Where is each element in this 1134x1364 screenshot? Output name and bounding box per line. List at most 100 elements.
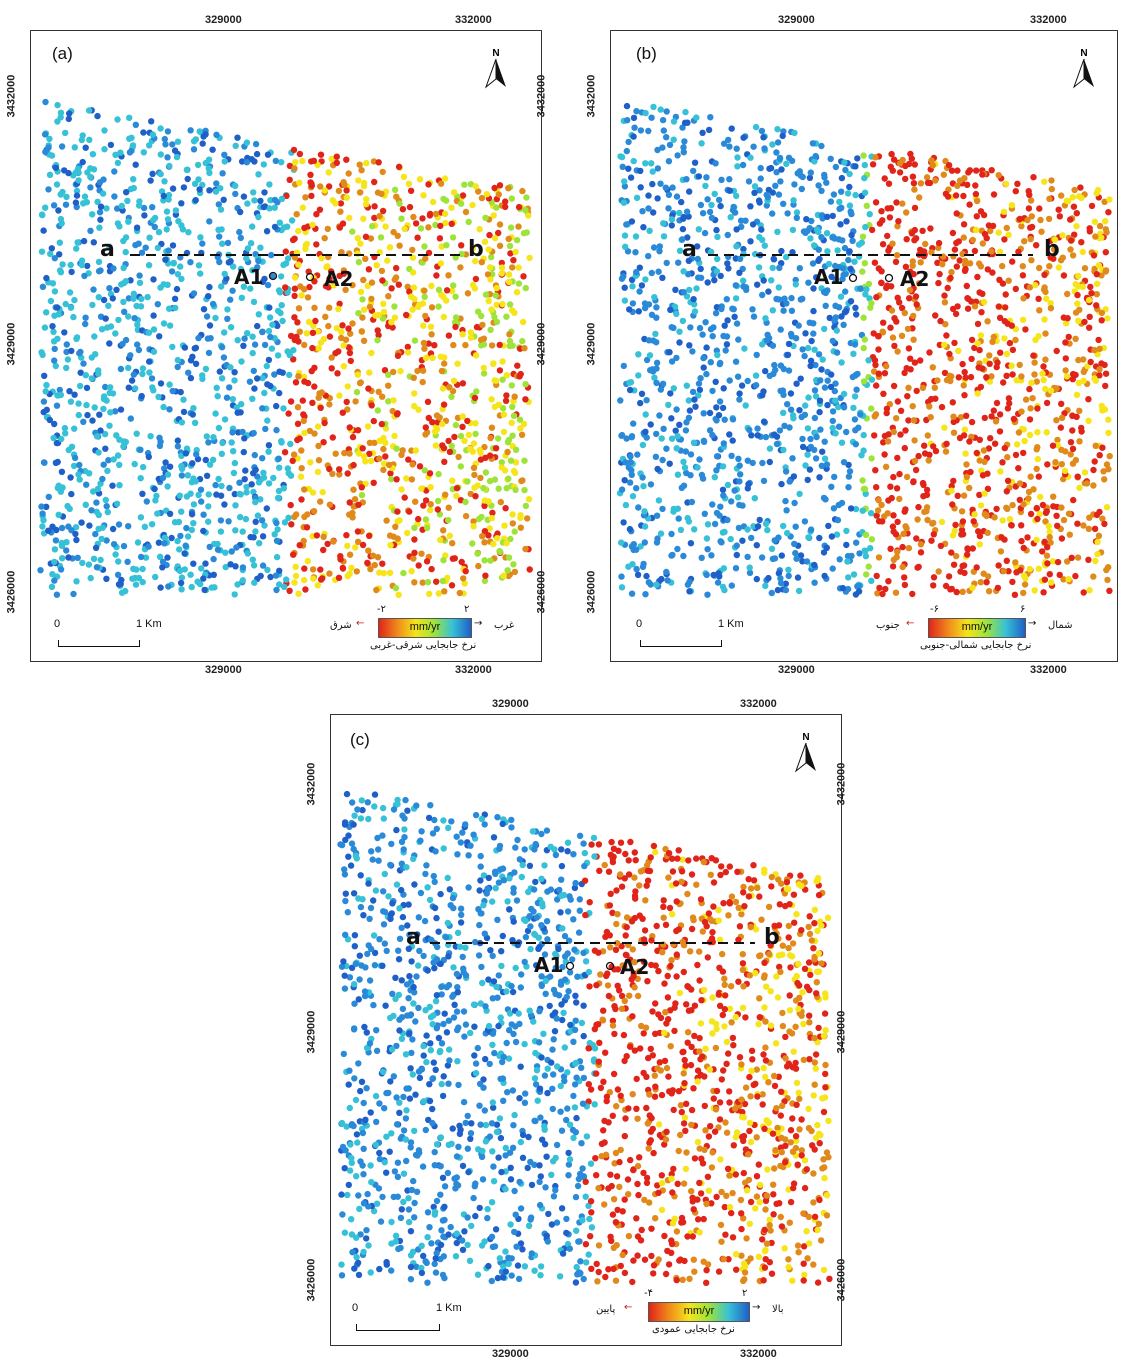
scatter-point — [653, 314, 660, 321]
scatter-point — [524, 515, 531, 522]
scatter-point — [913, 535, 920, 542]
scatter-point — [210, 434, 217, 441]
scatter-point — [488, 424, 496, 431]
scatter-point — [740, 245, 747, 253]
scatter-point — [718, 176, 725, 183]
scatter-point — [990, 407, 997, 414]
scatter-point — [1008, 362, 1015, 369]
scatter-point — [750, 313, 758, 320]
scatter-point — [981, 490, 988, 497]
scatter-point — [348, 564, 355, 572]
scatter-point — [666, 349, 673, 356]
scatter-point — [923, 504, 931, 511]
scatter-point — [71, 454, 79, 462]
scatter-point — [785, 367, 793, 374]
scatter-point — [136, 279, 144, 286]
scatter-point — [654, 195, 661, 202]
scatter-point — [984, 318, 991, 325]
scatter-point — [94, 198, 101, 205]
scatter-point — [480, 335, 488, 342]
scatter-point — [365, 266, 373, 273]
scatter-point — [862, 291, 869, 298]
scatter-point — [346, 214, 353, 222]
scatter-point — [633, 1215, 640, 1222]
point-cloud-c — [337, 790, 833, 1286]
scatter-point — [240, 448, 247, 456]
scatter-point — [722, 347, 729, 354]
scatter-point — [974, 390, 981, 397]
scatter-point — [358, 328, 365, 335]
scatter-point — [905, 544, 913, 552]
scatter-point — [673, 193, 681, 200]
scatter-point — [390, 397, 397, 404]
scatter-point — [981, 230, 989, 238]
scatter-point — [762, 433, 770, 441]
scatter-point — [885, 247, 892, 254]
scatter-point — [526, 254, 533, 262]
scatter-point — [518, 431, 526, 438]
scatter-point — [381, 940, 388, 947]
scatter-point — [712, 378, 719, 385]
scatter-point — [332, 450, 339, 457]
scatter-point — [517, 1205, 525, 1212]
scatter-point — [879, 217, 886, 224]
scatter-point — [502, 505, 509, 512]
scatter-point — [82, 314, 89, 321]
scatter-point — [50, 328, 57, 335]
scatter-point — [134, 539, 142, 546]
scatter-point — [781, 422, 788, 429]
scatter-point — [357, 240, 364, 247]
scatter-point — [1093, 511, 1101, 519]
scatter-point — [997, 548, 1005, 555]
scatter-point — [512, 844, 519, 851]
scatter-point — [478, 513, 485, 521]
scatter-point — [184, 175, 191, 183]
scatter-point — [109, 482, 116, 489]
scatter-point — [832, 397, 839, 404]
scatter-point — [624, 1176, 632, 1183]
legend-left-arrow-icon: ← — [356, 618, 365, 629]
scatter-point — [159, 474, 167, 482]
scatter-point — [833, 327, 840, 334]
scatter-point — [376, 249, 383, 256]
scatter-point — [1046, 263, 1053, 270]
scatter-point — [292, 563, 299, 570]
scatter-point — [440, 845, 447, 852]
scatter-point — [358, 167, 365, 174]
scatter-point — [676, 421, 683, 428]
scatter-point — [709, 501, 716, 508]
scatter-point — [425, 340, 432, 347]
scatter-point — [697, 201, 705, 209]
scatter-point — [677, 1131, 684, 1139]
scatter-point — [347, 357, 354, 365]
scatter-point — [476, 226, 483, 233]
scatter-point — [364, 423, 372, 430]
scatter-point — [902, 175, 909, 183]
scatter-point — [482, 291, 490, 298]
scatter-point — [483, 191, 491, 198]
scatter-point — [961, 368, 968, 376]
scatter-point — [400, 846, 407, 853]
scatter-point — [494, 535, 501, 542]
scatter-point — [499, 405, 507, 412]
scatter-point — [621, 477, 628, 484]
scatter-point — [229, 429, 236, 436]
scatter-point — [422, 255, 429, 262]
scatter-point — [643, 356, 651, 364]
scatter-point — [195, 334, 202, 342]
point-marker-a1 — [848, 273, 858, 283]
scatter-point — [730, 1042, 737, 1049]
scatter-point — [243, 483, 250, 491]
scatter-point — [1094, 186, 1102, 194]
scatter-point — [752, 123, 760, 131]
scatter-point — [723, 341, 731, 348]
scatter-point — [644, 877, 652, 884]
scatter-point — [744, 553, 751, 561]
scatter-point — [949, 532, 957, 539]
scatter-point — [766, 445, 774, 452]
scatter-point — [792, 523, 799, 530]
scatter-point — [857, 411, 864, 418]
scatter-point — [311, 430, 318, 437]
scatter-point — [708, 214, 716, 222]
scatter-point — [422, 516, 430, 523]
